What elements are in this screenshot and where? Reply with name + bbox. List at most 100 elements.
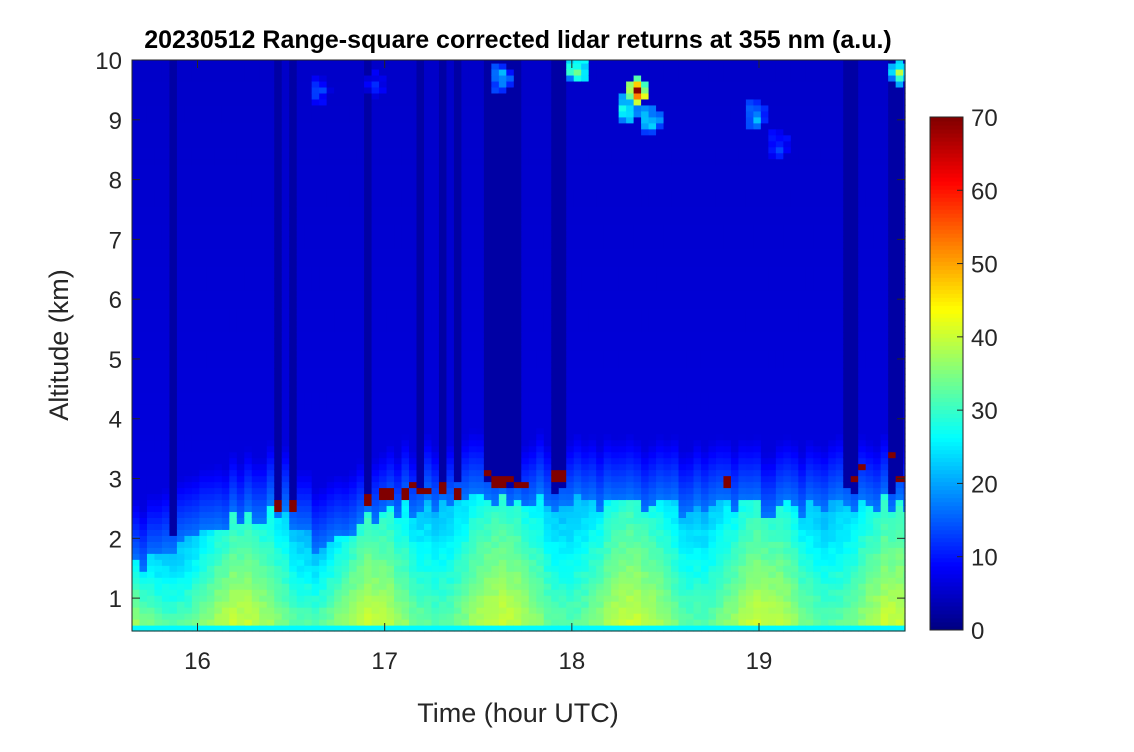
heatmap-cell — [206, 236, 215, 243]
heatmap-cell — [199, 373, 208, 381]
heatmap-cell — [401, 583, 410, 590]
heatmap-cell — [229, 463, 238, 471]
heatmap-cell — [236, 493, 245, 501]
heatmap-cell — [468, 206, 477, 214]
heatmap-cell — [184, 182, 193, 190]
heatmap-cell — [199, 433, 208, 441]
heatmap-cell — [498, 541, 507, 548]
heatmap-cell — [513, 344, 522, 351]
heatmap-cell — [132, 278, 141, 285]
heatmap-cell — [169, 577, 178, 584]
heatmap-cell — [349, 296, 358, 303]
heatmap-cell — [259, 589, 268, 596]
heatmap-cell — [476, 349, 485, 357]
heatmap-cell — [259, 517, 268, 524]
heatmap-cell — [446, 367, 455, 375]
heatmap-cell — [296, 571, 305, 578]
heatmap-cell — [326, 86, 335, 94]
heatmap-cell — [311, 619, 320, 626]
heatmap-cell — [304, 272, 313, 279]
heatmap-cell — [498, 206, 507, 214]
heatmap-cell — [453, 158, 463, 166]
heatmap-cell — [281, 409, 290, 417]
heatmap-cell — [416, 523, 425, 530]
heatmap-cell — [206, 523, 215, 530]
heatmap-cell — [169, 601, 178, 608]
heatmap-cell — [498, 62, 507, 70]
heatmap-cell — [356, 445, 365, 453]
heatmap-cell — [349, 349, 358, 357]
heatmap-cell — [513, 236, 522, 243]
heatmap-cell — [401, 320, 410, 327]
heatmap-cell — [266, 385, 275, 393]
heatmap-cell — [221, 338, 230, 345]
heatmap-cell — [386, 451, 395, 459]
heatmap-cell — [311, 565, 320, 572]
heatmap-cell — [364, 128, 373, 136]
heatmap-cell — [461, 314, 470, 321]
heatmap-cell — [468, 224, 477, 232]
heatmap-cell — [326, 385, 335, 393]
heatmap-cell — [214, 589, 223, 596]
heatmap-cell — [311, 92, 320, 100]
heatmap-cell — [423, 457, 433, 465]
heatmap-cell — [169, 128, 178, 136]
heatmap-cell — [266, 188, 275, 196]
heatmap-cell — [184, 445, 193, 453]
heatmap-cell — [206, 338, 215, 345]
heatmap-cell — [169, 254, 178, 261]
heatmap-cell — [169, 134, 178, 142]
heatmap-cell — [176, 367, 186, 375]
heatmap-cell — [453, 302, 463, 309]
heatmap-cell — [176, 284, 186, 291]
heatmap-cell — [139, 481, 148, 489]
heatmap-cell — [191, 122, 200, 130]
heatmap-cell — [371, 176, 380, 184]
heatmap-cell — [341, 397, 350, 405]
heatmap-cell — [483, 451, 492, 459]
heatmap-cell — [498, 146, 507, 154]
heatmap-cell — [132, 62, 141, 70]
heatmap-cell — [326, 326, 335, 333]
heatmap-cell — [476, 451, 485, 459]
heatmap-cell — [281, 104, 290, 112]
heatmap-cell — [259, 403, 268, 411]
heatmap-cell — [483, 194, 492, 202]
heatmap-cell — [289, 68, 298, 76]
heatmap-cell — [401, 541, 410, 548]
heatmap-cell — [461, 607, 470, 614]
heatmap-cell — [506, 355, 515, 363]
heatmap-cell — [221, 415, 230, 423]
heatmap-cell — [394, 326, 403, 333]
heatmap-cell — [214, 284, 223, 291]
heatmap-cell — [259, 200, 268, 208]
heatmap-cell — [244, 200, 253, 208]
heatmap-cell — [401, 553, 410, 560]
heatmap-cell — [356, 427, 365, 435]
heatmap-cell — [371, 553, 380, 560]
heatmap-cell — [356, 625, 365, 632]
heatmap-cell — [356, 308, 365, 315]
heatmap-cell — [221, 595, 230, 602]
heatmap-cell — [311, 326, 320, 333]
heatmap-cell — [161, 487, 171, 495]
heatmap-cell — [364, 439, 373, 447]
heatmap-cell — [326, 409, 335, 417]
heatmap-cell — [476, 619, 485, 626]
heatmap-cell — [326, 60, 335, 64]
heatmap-cell — [266, 481, 275, 489]
heatmap-cell — [513, 74, 522, 82]
heatmap-cell — [386, 62, 395, 70]
heatmap-cell — [491, 439, 500, 447]
heatmap-cell — [244, 553, 253, 560]
heatmap-cell — [154, 409, 163, 417]
heatmap-cell — [401, 355, 410, 363]
heatmap-cell — [169, 625, 178, 632]
heatmap-cell — [431, 475, 440, 483]
heatmap-cell — [146, 194, 156, 202]
heatmap-cell — [199, 349, 208, 357]
heatmap-cell — [236, 625, 245, 632]
heatmap-cell — [491, 475, 500, 483]
heatmap-cell — [394, 194, 403, 202]
heatmap-cell — [236, 523, 245, 530]
